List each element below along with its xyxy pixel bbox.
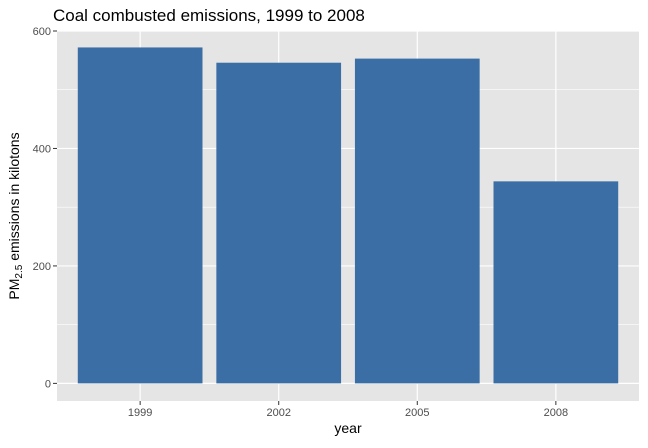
x-axis-title: year: [334, 420, 362, 436]
x-tick-label: 2002: [266, 407, 290, 419]
bar-2005: [354, 58, 480, 384]
y-axis-title-subscript: 2.5: [14, 264, 25, 278]
y-tick-label: 200: [33, 261, 51, 273]
bar-1999: [77, 47, 203, 384]
y-axis-title-suffix: emissions in kilotons: [6, 132, 22, 264]
y-axis-title-prefix: PM: [6, 279, 22, 300]
y-axis: 0 200 400 600: [33, 26, 57, 390]
y-tick-label: 400: [33, 143, 51, 155]
bars: [77, 47, 619, 384]
x-tick-label: 2008: [544, 407, 568, 419]
bar-2008: [493, 181, 619, 384]
x-tick-label: 1999: [128, 407, 152, 419]
y-tick-label: 600: [33, 26, 51, 38]
x-tick-label: 2005: [405, 407, 429, 419]
y-tick-label: 0: [45, 378, 51, 390]
bar-2002: [216, 62, 342, 384]
y-axis-title: PM2.5 emissions in kilotons: [6, 132, 25, 299]
chart-title: Coal combusted emissions, 1999 to 2008: [53, 6, 365, 25]
x-axis: 1999 2002 2005 2008: [128, 401, 568, 419]
